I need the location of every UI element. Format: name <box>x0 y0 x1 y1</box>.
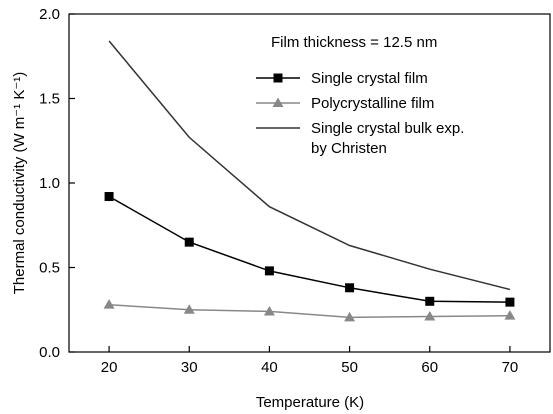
series-line-polycrystalline-film <box>109 303 510 319</box>
x-tick-label: 70 <box>502 359 519 376</box>
legend-label-single-crystal-film: Single crystal film <box>311 70 428 87</box>
legend-label-polycrystalline-film: Polycrystalline film <box>311 95 434 112</box>
legend-entry-single-crystal-film: Single crystal film <box>256 70 428 87</box>
y-tick-label: 1.5 <box>39 91 60 108</box>
data-point-polycrystalline-film <box>263 305 275 316</box>
data-point-single-crystal-film <box>184 237 194 247</box>
legend-label-bulk-christen: Single crystal bulk exp. <box>311 120 464 137</box>
legend-label-bulk-christen-line2: by Christen <box>311 140 387 157</box>
data-point-single-crystal-film <box>425 296 435 306</box>
legend-entry-bulk-christen: Single crystal bulk exp. by Christen <box>256 120 464 157</box>
x-tick-label: 50 <box>341 359 358 376</box>
series-line-single-crystal-bulk-exp <box>108 40 511 291</box>
x-tick-label: 40 <box>261 359 278 376</box>
y-axis-ticks: 0.0 0.5 1.0 1.5 2.0 <box>39 6 75 361</box>
data-point-polycrystalline-film <box>344 311 356 322</box>
series-layer <box>103 40 516 322</box>
series-line-single-crystal-film <box>108 195 510 303</box>
data-point-polycrystalline-film <box>183 304 195 314</box>
data-point-single-crystal-film <box>505 297 515 307</box>
x-tick-label: 30 <box>181 359 198 376</box>
y-axis-label: Thermal conductivity (W m⁻¹ K⁻¹) <box>11 72 28 295</box>
series-single-crystal-bulk-exp <box>108 40 511 291</box>
film-thickness-annotation: Film thickness = 12.5 nm <box>271 34 437 51</box>
y-tick-label: 0.0 <box>39 344 60 361</box>
data-point-single-crystal-film <box>264 266 274 276</box>
data-point-single-crystal-film <box>345 283 355 293</box>
series-single-crystal-film <box>104 192 515 307</box>
y-tick-label: 0.5 <box>39 260 60 277</box>
data-point-polycrystalline-film <box>424 311 436 321</box>
data-point-polycrystalline-film <box>504 310 516 320</box>
legend-marker-square <box>273 73 283 83</box>
legend-entry-polycrystalline-film: Polycrystalline film <box>256 95 434 112</box>
series-polycrystalline-film <box>103 299 516 322</box>
x-axis-label: Temperature (K) <box>256 394 364 411</box>
y-tick-label: 1.0 <box>39 175 60 192</box>
legend: Single crystal film Polycrystalline film… <box>256 70 464 157</box>
x-axis-ticks: 20 30 40 50 60 70 <box>101 346 519 376</box>
x-tick-label: 60 <box>421 359 438 376</box>
data-point-polycrystalline-film <box>103 299 115 309</box>
data-point-single-crystal-film <box>104 192 114 202</box>
y-tick-label: 2.0 <box>39 6 60 23</box>
x-tick-label: 20 <box>101 359 118 376</box>
legend-marker-triangle <box>272 97 284 107</box>
